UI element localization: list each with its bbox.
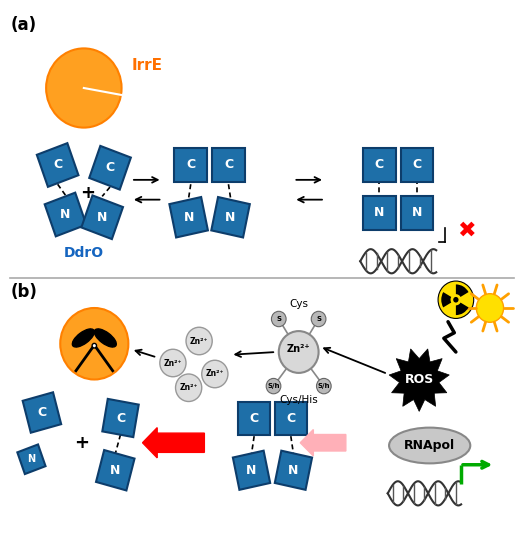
FancyBboxPatch shape [363,148,396,182]
Text: C: C [105,161,115,174]
FancyBboxPatch shape [238,402,270,434]
Text: RNApol: RNApol [404,439,455,452]
Text: C: C [37,406,47,419]
Circle shape [46,48,122,128]
Circle shape [279,331,319,373]
Polygon shape [102,399,139,437]
Polygon shape [17,444,46,474]
Wedge shape [456,284,468,297]
Text: Cys: Cys [289,299,308,309]
Text: C: C [375,158,384,172]
Text: N: N [225,211,236,224]
Text: N: N [27,454,36,464]
Text: Zn²⁺: Zn²⁺ [179,383,198,392]
Circle shape [316,378,331,394]
Text: +: + [80,184,95,201]
Polygon shape [45,192,86,236]
Text: C: C [224,158,233,172]
Polygon shape [23,392,61,433]
Circle shape [271,311,286,327]
Text: N: N [412,206,422,219]
FancyBboxPatch shape [401,148,433,182]
Text: N: N [60,208,71,221]
Polygon shape [37,143,79,187]
FancyArrow shape [300,430,346,456]
Text: N: N [97,211,107,224]
Text: Cys/His: Cys/His [279,395,318,405]
Text: S: S [316,316,321,322]
Text: N: N [374,206,385,219]
Text: Zn²⁺: Zn²⁺ [287,344,311,354]
Polygon shape [81,195,123,239]
FancyBboxPatch shape [212,148,245,182]
Text: C: C [249,411,259,425]
Polygon shape [389,349,449,411]
Text: S: S [276,316,281,322]
Text: Zn²⁺: Zn²⁺ [205,370,224,378]
Ellipse shape [389,428,470,463]
Text: C: C [412,158,422,172]
Text: (a): (a) [10,16,37,35]
Text: Zn²⁺: Zn²⁺ [190,337,209,345]
Circle shape [176,374,202,401]
Text: N: N [183,211,194,224]
Circle shape [92,343,96,348]
Text: N: N [246,464,257,477]
Text: C: C [53,158,62,172]
FancyBboxPatch shape [275,402,307,434]
Text: C: C [116,411,125,425]
Text: +: + [74,434,89,452]
Circle shape [266,378,281,394]
Text: C: C [186,158,195,172]
Text: DdrO: DdrO [64,246,104,260]
Polygon shape [96,450,135,491]
Text: IrrE: IrrE [132,58,163,74]
Text: N: N [110,464,121,477]
FancyBboxPatch shape [363,196,396,230]
Text: N: N [288,464,299,477]
Polygon shape [211,197,250,238]
Text: S/h: S/h [267,383,280,389]
Text: C: C [286,411,296,425]
FancyBboxPatch shape [401,196,433,230]
Wedge shape [456,302,468,315]
Circle shape [438,281,474,318]
Wedge shape [441,292,451,307]
Text: ROS: ROS [405,373,434,386]
Text: S/h: S/h [318,383,330,389]
Circle shape [60,308,128,380]
Circle shape [202,360,228,388]
FancyArrow shape [143,428,204,458]
Ellipse shape [72,329,94,347]
Text: Zn²⁺: Zn²⁺ [163,359,182,367]
Text: (b): (b) [10,283,37,301]
Circle shape [186,327,212,355]
Polygon shape [89,146,131,190]
Polygon shape [275,450,312,490]
Text: ✖: ✖ [457,221,476,241]
FancyBboxPatch shape [174,148,207,182]
Polygon shape [233,450,270,490]
Circle shape [476,294,504,322]
Circle shape [160,349,186,377]
Polygon shape [169,197,208,238]
Ellipse shape [94,329,116,347]
Circle shape [453,297,458,302]
Circle shape [311,311,326,327]
